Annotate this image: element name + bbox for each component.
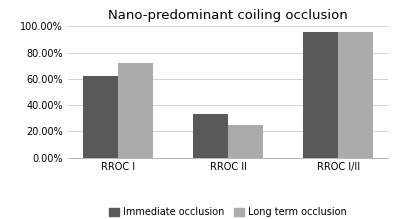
Title: Nano-predominant coiling occlusion: Nano-predominant coiling occlusion (108, 9, 348, 22)
Bar (338, 32, 374, 158)
Bar (82, 76, 118, 158)
Legend: Immediate occlusion, Long term occlusion: Immediate occlusion, Long term occlusion (106, 203, 350, 219)
Bar (193, 114, 228, 158)
Bar (118, 63, 153, 158)
Bar (228, 125, 263, 158)
Bar (303, 32, 338, 158)
